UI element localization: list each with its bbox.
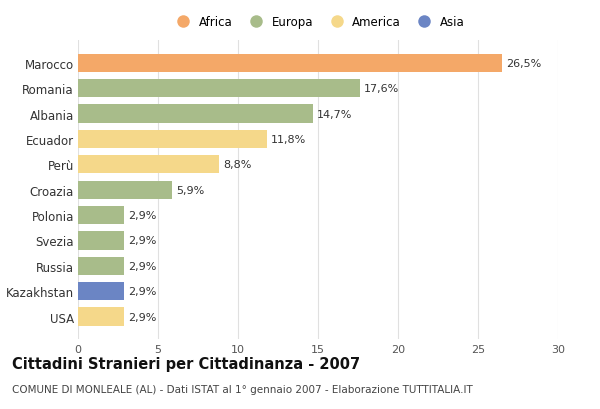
Text: 26,5%: 26,5% [506,58,541,69]
Bar [78,130,267,148]
Bar [78,105,313,124]
Bar [78,257,124,275]
Bar [78,80,359,98]
Legend: Africa, Europa, America, Asia: Africa, Europa, America, Asia [172,16,464,29]
Bar [78,282,124,301]
Text: 8,8%: 8,8% [223,160,251,170]
Text: 17,6%: 17,6% [364,84,399,94]
Bar [78,181,172,199]
Text: 11,8%: 11,8% [271,135,306,144]
Text: Cittadini Stranieri per Cittadinanza - 2007: Cittadini Stranieri per Cittadinanza - 2… [12,356,360,371]
Bar [78,54,502,73]
Bar [78,308,124,326]
Bar [78,156,219,174]
Text: 5,9%: 5,9% [176,185,205,195]
Text: COMUNE DI MONLEALE (AL) - Dati ISTAT al 1° gennaio 2007 - Elaborazione TUTTITALI: COMUNE DI MONLEALE (AL) - Dati ISTAT al … [12,384,473,394]
Text: 2,9%: 2,9% [128,236,157,246]
Text: 2,9%: 2,9% [128,312,157,322]
Bar [78,207,124,225]
Bar [78,232,124,250]
Text: 2,9%: 2,9% [128,286,157,297]
Text: 14,7%: 14,7% [317,109,353,119]
Text: 2,9%: 2,9% [128,261,157,271]
Text: 2,9%: 2,9% [128,211,157,220]
